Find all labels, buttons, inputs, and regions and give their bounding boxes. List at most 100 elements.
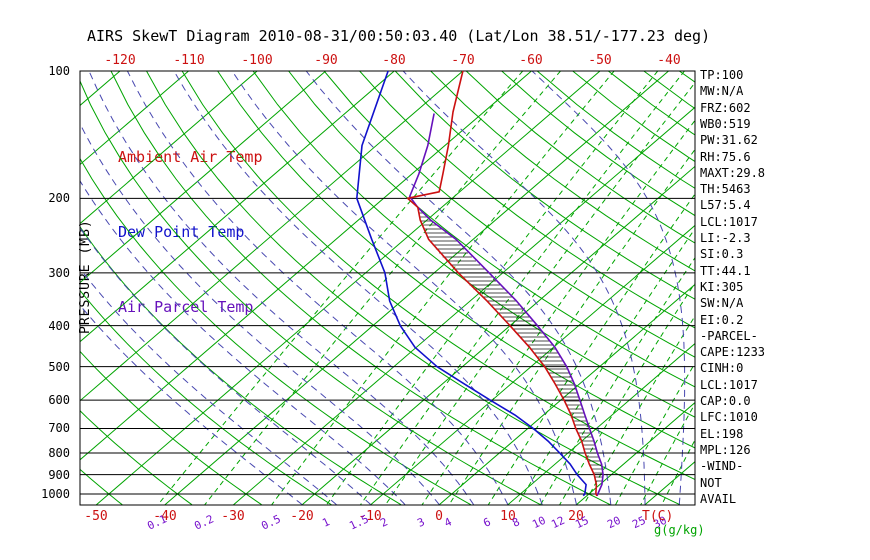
isotherm-line — [507, 342, 695, 505]
pressure-tick-label: 300 — [48, 266, 70, 280]
top-temp-label: -100 — [241, 53, 273, 68]
isotherm-line — [80, 71, 464, 402]
stat-line: KI:305 — [700, 279, 744, 294]
mixing-ratio-unit-label: g(g/kg) — [654, 523, 705, 537]
isotherm-line — [438, 283, 695, 505]
stat-line: MW:N/A — [700, 84, 744, 99]
mixing-ratio-line — [385, 81, 695, 505]
mixing-ratio-line — [540, 256, 695, 505]
temperature-unit-label: T(C) — [642, 509, 674, 524]
dry-adiabat-line — [288, 71, 695, 388]
dry-adiabat-line — [252, 71, 695, 418]
pressure-tick-label: 900 — [48, 468, 70, 482]
bottom-temp-label: -20 — [290, 509, 314, 524]
stat-line: LI:-2.3 — [700, 231, 751, 245]
mixing-ratio-line — [157, 71, 524, 505]
dry-adiabat-line — [394, 71, 695, 300]
bottom-temp-label: -10 — [358, 509, 382, 524]
isotherm-line — [80, 71, 327, 284]
curve-dew-point-temp — [356, 70, 587, 497]
dry-adiabat-line — [430, 71, 695, 272]
stat-line: LCL:1017 — [700, 377, 758, 392]
curve-air-parcel-temp — [408, 113, 604, 497]
stat-line: EL:198 — [700, 426, 744, 441]
moist-adiabat-line — [80, 227, 372, 505]
bottom-temp-label: 0 — [435, 509, 443, 524]
stat-line: TT:44.1 — [700, 263, 751, 278]
pressure-tick-label: 200 — [48, 191, 70, 205]
dry-adiabat-line — [359, 71, 695, 329]
stat-line: CAP:0.0 — [700, 394, 751, 408]
top-temp-label: -40 — [657, 53, 681, 68]
moist-adiabat-line — [80, 179, 406, 505]
bottom-temp-label: -30 — [221, 509, 245, 524]
pressure-tick-label: 700 — [48, 421, 70, 435]
stat-line: LFC:1010 — [700, 410, 758, 425]
mixing-ratio-line — [271, 71, 615, 505]
top-temp-label: -80 — [382, 53, 406, 68]
moist-adiabat-line — [305, 71, 612, 505]
stat-line: AVAIL — [700, 491, 737, 506]
dry-adiabat-line — [465, 71, 695, 244]
stat-line: PW:31.62 — [700, 133, 758, 148]
curve-ambient-air-temp — [406, 70, 598, 497]
stat-line: NOT — [700, 475, 722, 490]
stat-line: SW:N/A — [700, 296, 744, 311]
pressure-tick-label: 800 — [48, 446, 70, 460]
stat-line: MPL:126 — [700, 442, 751, 457]
isotherm-line — [80, 71, 395, 343]
chart-title: AIRS SkewT Diagram 2010-08-31/00:50:03.4… — [87, 27, 711, 45]
bottom-temp-label: -40 — [153, 509, 177, 524]
stat-line: SI:0.3 — [700, 247, 744, 262]
stat-line: L57:5.4 — [700, 198, 751, 213]
moist-adiabat-line — [80, 304, 303, 505]
isotherm-line — [95, 71, 601, 505]
dry-adiabat-line — [323, 71, 695, 358]
stat-line: RH:75.6 — [700, 149, 751, 164]
top-temp-label: -120 — [104, 53, 136, 68]
cape-hatch — [418, 208, 603, 482]
stat-line: TP:100 — [700, 68, 744, 82]
legend-dew-point-temp: Dew Point Temp — [118, 223, 245, 241]
isotherm-line — [575, 401, 695, 505]
isotherm-line — [370, 224, 695, 505]
mixing-ratio-line — [360, 71, 685, 505]
stat-line: MAXT:29.8 — [700, 165, 766, 180]
top-temp-label: -90 — [314, 53, 338, 68]
mixing-ratio-line — [421, 119, 695, 505]
isotherm-line — [80, 71, 121, 107]
dry-adiabat-line — [80, 289, 332, 505]
stat-line: TH:5463 — [700, 182, 751, 197]
mixing-ratio-line — [661, 438, 695, 505]
stat-line: CAPE:1233 — [700, 345, 766, 360]
stat-line: -PARCEL- — [700, 328, 758, 343]
mixing-ratio-line — [615, 362, 695, 505]
isotherm-line — [301, 165, 695, 505]
stat-line: LCL:1017 — [700, 214, 758, 229]
top-temp-label: -50 — [588, 53, 612, 68]
isotherm-line — [80, 71, 258, 225]
stat-line: FRZ:602 — [700, 100, 751, 115]
top-temp-label: -110 — [173, 53, 205, 68]
pressure-tick-label: 100 — [48, 64, 70, 78]
stat-line: WB0:519 — [700, 116, 751, 131]
isotherm-line — [80, 71, 189, 166]
bottom-temp-label: -50 — [84, 509, 108, 524]
bottom-temp-label: 10 — [500, 509, 516, 524]
stat-line: -WIND- — [700, 459, 744, 474]
stat-line: CINH:0 — [700, 361, 744, 376]
moist-adiabat-line — [231, 71, 577, 505]
pressure-tick-label: 1000 — [41, 487, 70, 501]
mixing-ratio-line — [448, 148, 695, 505]
pressure-tick-label: 500 — [48, 360, 70, 374]
top-temp-label: -70 — [451, 53, 475, 68]
stat-line: EI:0.2 — [700, 312, 744, 327]
moist-adiabat-line — [126, 71, 509, 505]
moist-adiabat-line — [173, 71, 543, 505]
top-temp-label: -60 — [519, 53, 543, 68]
dry-adiabat-line — [80, 79, 541, 505]
pressure-tick-label: 600 — [48, 393, 70, 407]
pressure-tick-label: 400 — [48, 319, 70, 333]
